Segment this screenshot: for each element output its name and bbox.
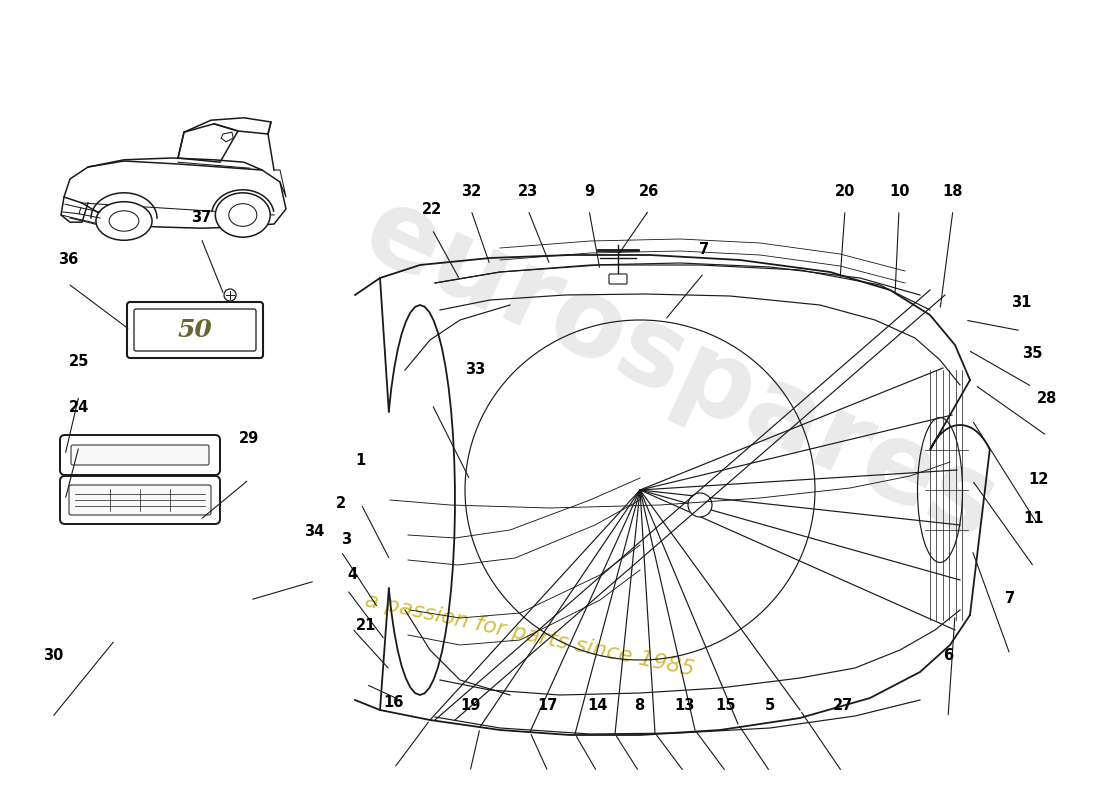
Text: 7: 7 bbox=[1004, 591, 1015, 606]
Text: 8: 8 bbox=[634, 698, 645, 713]
Text: 13: 13 bbox=[674, 698, 694, 713]
Text: 4: 4 bbox=[346, 567, 358, 582]
Text: 10: 10 bbox=[890, 185, 910, 199]
Text: 21: 21 bbox=[356, 618, 376, 633]
Ellipse shape bbox=[109, 210, 139, 231]
Circle shape bbox=[688, 493, 712, 517]
FancyBboxPatch shape bbox=[609, 274, 627, 284]
Text: 1: 1 bbox=[355, 454, 366, 468]
Text: 33: 33 bbox=[465, 362, 485, 377]
Text: 31: 31 bbox=[1011, 295, 1031, 310]
Text: 27: 27 bbox=[833, 698, 853, 713]
Ellipse shape bbox=[216, 193, 271, 237]
Ellipse shape bbox=[96, 202, 152, 240]
Text: 24: 24 bbox=[69, 401, 89, 415]
Ellipse shape bbox=[229, 204, 256, 226]
FancyBboxPatch shape bbox=[69, 485, 211, 515]
Text: 5: 5 bbox=[764, 698, 776, 713]
Text: 3: 3 bbox=[341, 532, 352, 546]
FancyBboxPatch shape bbox=[60, 476, 220, 524]
Text: 22: 22 bbox=[422, 202, 442, 217]
Text: 9: 9 bbox=[584, 185, 595, 199]
FancyBboxPatch shape bbox=[126, 302, 263, 358]
Text: 15: 15 bbox=[716, 698, 736, 713]
Text: 37: 37 bbox=[191, 210, 211, 225]
Text: 50: 50 bbox=[177, 318, 212, 342]
FancyBboxPatch shape bbox=[72, 445, 209, 465]
Text: 2: 2 bbox=[336, 497, 346, 511]
Text: 7: 7 bbox=[698, 242, 710, 257]
Text: 19: 19 bbox=[461, 698, 481, 713]
FancyBboxPatch shape bbox=[134, 309, 256, 351]
Text: 28: 28 bbox=[1037, 391, 1057, 406]
Text: 30: 30 bbox=[43, 649, 63, 663]
FancyBboxPatch shape bbox=[60, 435, 220, 475]
Text: 16: 16 bbox=[384, 695, 404, 710]
Text: 17: 17 bbox=[538, 698, 558, 713]
Text: 14: 14 bbox=[587, 698, 607, 713]
Text: 25: 25 bbox=[69, 354, 89, 369]
Text: 26: 26 bbox=[639, 185, 659, 199]
Text: 18: 18 bbox=[943, 185, 962, 199]
Text: eurospares: eurospares bbox=[346, 177, 1013, 563]
Circle shape bbox=[224, 289, 236, 301]
Text: 20: 20 bbox=[835, 185, 855, 199]
Text: 36: 36 bbox=[58, 252, 78, 266]
Text: 32: 32 bbox=[461, 185, 481, 199]
Text: 6: 6 bbox=[943, 649, 954, 663]
Text: 23: 23 bbox=[518, 185, 538, 199]
Text: a passion for parts since 1985: a passion for parts since 1985 bbox=[363, 590, 696, 680]
Text: 12: 12 bbox=[1028, 473, 1048, 487]
Text: 35: 35 bbox=[1022, 346, 1042, 361]
Text: 29: 29 bbox=[239, 431, 258, 446]
Text: 34: 34 bbox=[305, 524, 324, 538]
Text: 11: 11 bbox=[1024, 511, 1044, 526]
